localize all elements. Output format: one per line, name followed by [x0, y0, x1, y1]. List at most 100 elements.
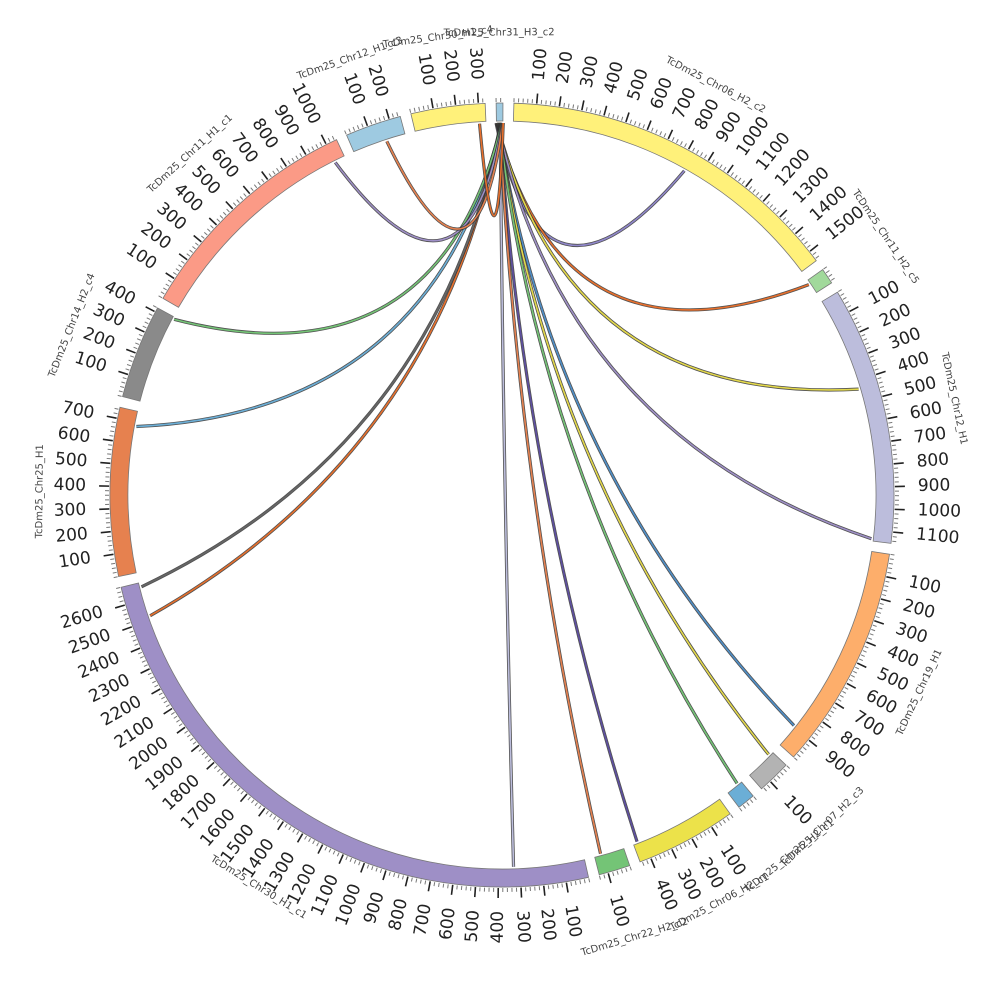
- major-tick: [190, 744, 200, 753]
- major-tick: [625, 112, 630, 123]
- minor-tick: [110, 562, 116, 565]
- minor-tick: [198, 748, 203, 752]
- minor-tick: [237, 787, 241, 792]
- minor-tick: [374, 118, 377, 123]
- major-tick: [145, 306, 155, 313]
- major-tick: [363, 116, 369, 127]
- minor-tick: [646, 860, 649, 865]
- major-tick: [382, 870, 387, 881]
- major-tick: [165, 272, 175, 280]
- minor-tick: [207, 758, 212, 763]
- minor-tick: [189, 737, 194, 742]
- major-tick: [277, 821, 284, 831]
- minor-tick: [658, 854, 662, 859]
- minor-tick: [427, 104, 429, 110]
- major-tick: [206, 761, 215, 770]
- minor-tick: [110, 425, 115, 428]
- minor-tick: [663, 133, 667, 138]
- major-tick: [745, 178, 753, 188]
- minor-tick: [226, 208, 230, 213]
- minor-tick: [723, 166, 727, 171]
- minor-tick: [133, 346, 138, 350]
- synteny-link: [386, 122, 504, 230]
- minor-tick: [700, 152, 704, 157]
- minor-tick: [871, 359, 876, 362]
- chromosome-block-6: [727, 781, 754, 808]
- minor-tick: [594, 109, 597, 114]
- minor-tick: [397, 874, 400, 879]
- minor-tick: [232, 202, 237, 207]
- minor-tick: [839, 694, 844, 698]
- minor-tick: [137, 651, 143, 655]
- minor-tick: [204, 755, 209, 759]
- major-tick: [834, 702, 845, 710]
- minor-tick: [759, 195, 763, 199]
- minor-tick: [815, 255, 820, 259]
- minor-tick: [858, 658, 864, 662]
- minor-tick: [345, 856, 348, 861]
- minor-tick: [222, 211, 227, 216]
- minor-tick: [753, 796, 757, 801]
- minor-tick: [438, 882, 440, 887]
- tick-label: 400: [488, 911, 508, 944]
- minor-tick: [128, 359, 133, 362]
- minor-tick: [825, 270, 830, 274]
- chromosome-block-14: [410, 102, 487, 132]
- minor-tick: [844, 686, 849, 690]
- minor-tick: [634, 121, 637, 126]
- minor-tick: [287, 160, 291, 165]
- minor-tick: [172, 271, 177, 276]
- major-tick: [404, 876, 409, 887]
- major-tick: [239, 793, 248, 803]
- minor-tick: [869, 355, 874, 358]
- minor-tick: [336, 852, 340, 857]
- minor-tick: [828, 273, 833, 277]
- minor-tick: [382, 115, 386, 121]
- minor-tick: [719, 164, 723, 169]
- minor-tick: [603, 874, 606, 879]
- minor-tick: [272, 170, 276, 175]
- major-tick: [225, 200, 234, 210]
- minor-tick: [879, 385, 885, 389]
- major-tick: [222, 778, 231, 787]
- minor-tick: [857, 325, 862, 329]
- minor-tick: [763, 787, 767, 792]
- minor-tick: [883, 399, 888, 402]
- minor-tick: [888, 562, 894, 565]
- minor-tick: [148, 313, 153, 316]
- minor-tick: [567, 103, 570, 108]
- minor-tick: [878, 381, 883, 384]
- major-tick: [360, 862, 366, 873]
- minor-tick: [755, 192, 760, 196]
- minor-tick: [243, 193, 247, 197]
- minor-tick: [840, 293, 845, 296]
- major-tick: [135, 327, 145, 333]
- minor-tick: [195, 242, 199, 246]
- minor-tick: [110, 430, 115, 433]
- major-tick: [874, 620, 885, 625]
- minor-tick: [786, 765, 791, 769]
- major-tick: [809, 244, 819, 252]
- major-tick: [320, 134, 327, 145]
- minor-tick: [219, 215, 224, 219]
- minor-tick: [163, 700, 168, 704]
- minor-tick: [251, 799, 255, 804]
- minor-tick: [827, 714, 832, 718]
- minor-tick: [699, 834, 703, 839]
- major-tick: [338, 854, 344, 864]
- minor-tick: [361, 123, 364, 128]
- minor-tick: [783, 768, 787, 773]
- major-tick: [476, 92, 480, 103]
- tick-label: 900: [918, 475, 951, 496]
- minor-tick: [801, 237, 805, 241]
- minor-tick: [838, 289, 842, 293]
- major-tick: [102, 438, 113, 442]
- minor-tick: [109, 435, 114, 437]
- minor-tick: [119, 600, 124, 603]
- minor-tick: [687, 840, 691, 845]
- minor-tick: [869, 633, 874, 636]
- minor-tick: [125, 368, 130, 371]
- minor-tick: [352, 126, 356, 131]
- tick-label: 200: [553, 50, 578, 85]
- major-tick: [542, 885, 546, 896]
